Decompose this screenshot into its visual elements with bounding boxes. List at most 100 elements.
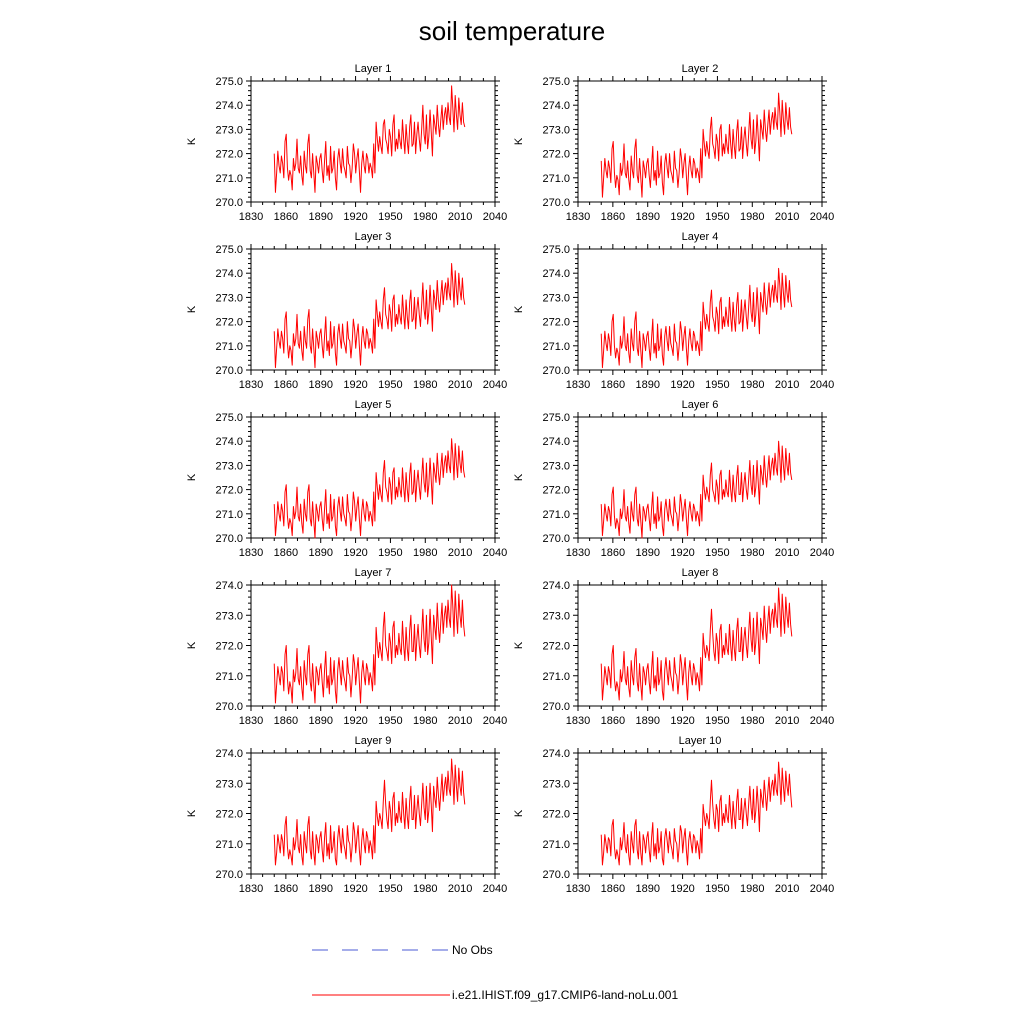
x-tick-label: 1980 (740, 883, 764, 895)
x-tick-label: 1950 (378, 715, 402, 727)
series-line-layer-6 (600, 440, 793, 539)
y-tick-label: 274.0 (542, 100, 570, 112)
x-tick-label: 2010 (448, 547, 472, 559)
y-tick-label: 275.0 (542, 244, 570, 256)
x-tick-label: 1830 (239, 547, 263, 559)
plot-frame (577, 416, 823, 539)
y-axis-label: K (513, 473, 525, 481)
legend-label-model-run: i.e21.IHIST.f09_g17.CMIP6-land-noLu.001 (452, 988, 678, 1002)
x-tick-label: 2040 (810, 547, 834, 559)
y-axis-label: K (513, 305, 525, 313)
figure-title: soil temperature (419, 16, 605, 46)
panel-title: Layer 5 (355, 399, 392, 411)
y-tick-label: 273.0 (215, 124, 243, 136)
y-axis-label: K (186, 137, 198, 145)
panel-title: Layer 4 (682, 231, 719, 243)
panel-layer-7: Layer 7 K 270.0 271.0 272.0 273.0 274.0 1830 186… (186, 567, 507, 727)
x-tick-label: 2040 (810, 883, 834, 895)
panel-layer-10: Layer 10 K 270.0 271.0 272.0 273.0 274.0 1830 18… (513, 735, 834, 895)
y-tick-label: 270.0 (215, 869, 243, 881)
plot-frame (250, 80, 496, 203)
y-axis-label: K (186, 641, 198, 649)
x-tick-label: 1890 (635, 211, 659, 223)
x-tick-label: 1920 (343, 211, 367, 223)
x-tick-label: 1980 (740, 547, 764, 559)
y-tick-label: 273.0 (215, 778, 243, 790)
panel-layer-6: Layer 6 K 270.0 271.0 272.0 273.0 274.0 275.0 18… (513, 399, 834, 559)
x-tick-label: 1950 (705, 547, 729, 559)
x-tick-label: 1890 (308, 547, 332, 559)
panel-layer-8: Layer 8 K 270.0 271.0 272.0 273.0 274.0 1830 186… (513, 567, 834, 727)
y-tick-label: 273.0 (215, 610, 243, 622)
y-tick-label: 271.0 (215, 839, 243, 851)
x-tick-label: 1830 (566, 547, 590, 559)
y-axis-label: K (186, 809, 198, 817)
y-tick-label: 274.0 (542, 748, 570, 760)
x-tick-label: 1860 (601, 715, 625, 727)
y-tick-label: 271.0 (542, 509, 570, 521)
y-tick-label: 274.0 (215, 100, 243, 112)
x-tick-label: 1830 (566, 715, 590, 727)
y-tick-label: 270.0 (542, 533, 570, 545)
y-tick-label: 274.0 (542, 580, 570, 592)
x-tick-label: 1950 (705, 211, 729, 223)
series-line-layer-3 (273, 263, 466, 369)
x-tick-label: 1830 (239, 883, 263, 895)
y-tick-label: 275.0 (215, 412, 243, 424)
x-tick-label: 2040 (483, 715, 507, 727)
panel-layer-2: Layer 2 K 270.0 271.0 272.0 273.0 274.0 275.0 18… (513, 63, 834, 223)
y-tick-label: 270.0 (542, 197, 570, 209)
series-line-layer-5 (273, 438, 466, 539)
x-tick-label: 1890 (308, 883, 332, 895)
x-tick-label: 1890 (635, 547, 659, 559)
y-tick-label: 274.0 (215, 580, 243, 592)
series-line-layer-2 (600, 92, 793, 198)
panel-grid: Layer 1 K 270.0 271.0 272.0 273.0 274.0 275.0 18… (186, 63, 834, 895)
x-tick-label: 1860 (601, 883, 625, 895)
x-tick-label: 1860 (601, 211, 625, 223)
x-tick-label: 1920 (343, 883, 367, 895)
x-tick-label: 1890 (635, 379, 659, 391)
series-line-layer-8 (600, 587, 793, 701)
x-tick-label: 2040 (810, 211, 834, 223)
x-tick-label: 1890 (308, 379, 332, 391)
plot-frame (577, 248, 823, 371)
y-tick-label: 270.0 (542, 869, 570, 881)
x-tick-label: 1950 (378, 547, 402, 559)
panel-title: Layer 8 (682, 567, 719, 579)
x-tick-label: 1830 (239, 211, 263, 223)
x-tick-label: 1860 (274, 715, 298, 727)
y-tick-label: 275.0 (215, 76, 243, 88)
panel-title: Layer 9 (355, 735, 392, 747)
y-axis-label: K (186, 305, 198, 313)
x-tick-label: 2010 (448, 715, 472, 727)
x-tick-label: 2040 (810, 379, 834, 391)
y-tick-label: 273.0 (542, 610, 570, 622)
x-tick-label: 1980 (740, 379, 764, 391)
y-axis-label: K (513, 137, 525, 145)
y-tick-label: 271.0 (542, 839, 570, 851)
y-tick-label: 274.0 (542, 268, 570, 280)
series-line-layer-1 (273, 85, 466, 193)
x-tick-label: 1950 (378, 379, 402, 391)
y-tick-label: 271.0 (542, 671, 570, 683)
y-tick-label: 272.0 (542, 485, 570, 497)
x-tick-label: 1860 (274, 547, 298, 559)
x-tick-label: 1830 (239, 715, 263, 727)
x-tick-label: 2010 (448, 211, 472, 223)
x-tick-label: 1950 (705, 379, 729, 391)
plot-frame (250, 248, 496, 371)
y-tick-label: 271.0 (542, 173, 570, 185)
y-axis-label: K (186, 473, 198, 481)
x-tick-label: 2010 (775, 379, 799, 391)
panel-layer-1: Layer 1 K 270.0 271.0 272.0 273.0 274.0 275.0 18… (186, 63, 507, 223)
y-tick-label: 272.0 (215, 317, 243, 329)
x-tick-label: 1950 (378, 883, 402, 895)
x-tick-label: 1860 (601, 379, 625, 391)
y-tick-label: 272.0 (542, 149, 570, 161)
plot-frame (250, 416, 496, 539)
x-tick-label: 1950 (705, 715, 729, 727)
panel-title: Layer 1 (355, 63, 392, 75)
x-tick-label: 2010 (775, 715, 799, 727)
